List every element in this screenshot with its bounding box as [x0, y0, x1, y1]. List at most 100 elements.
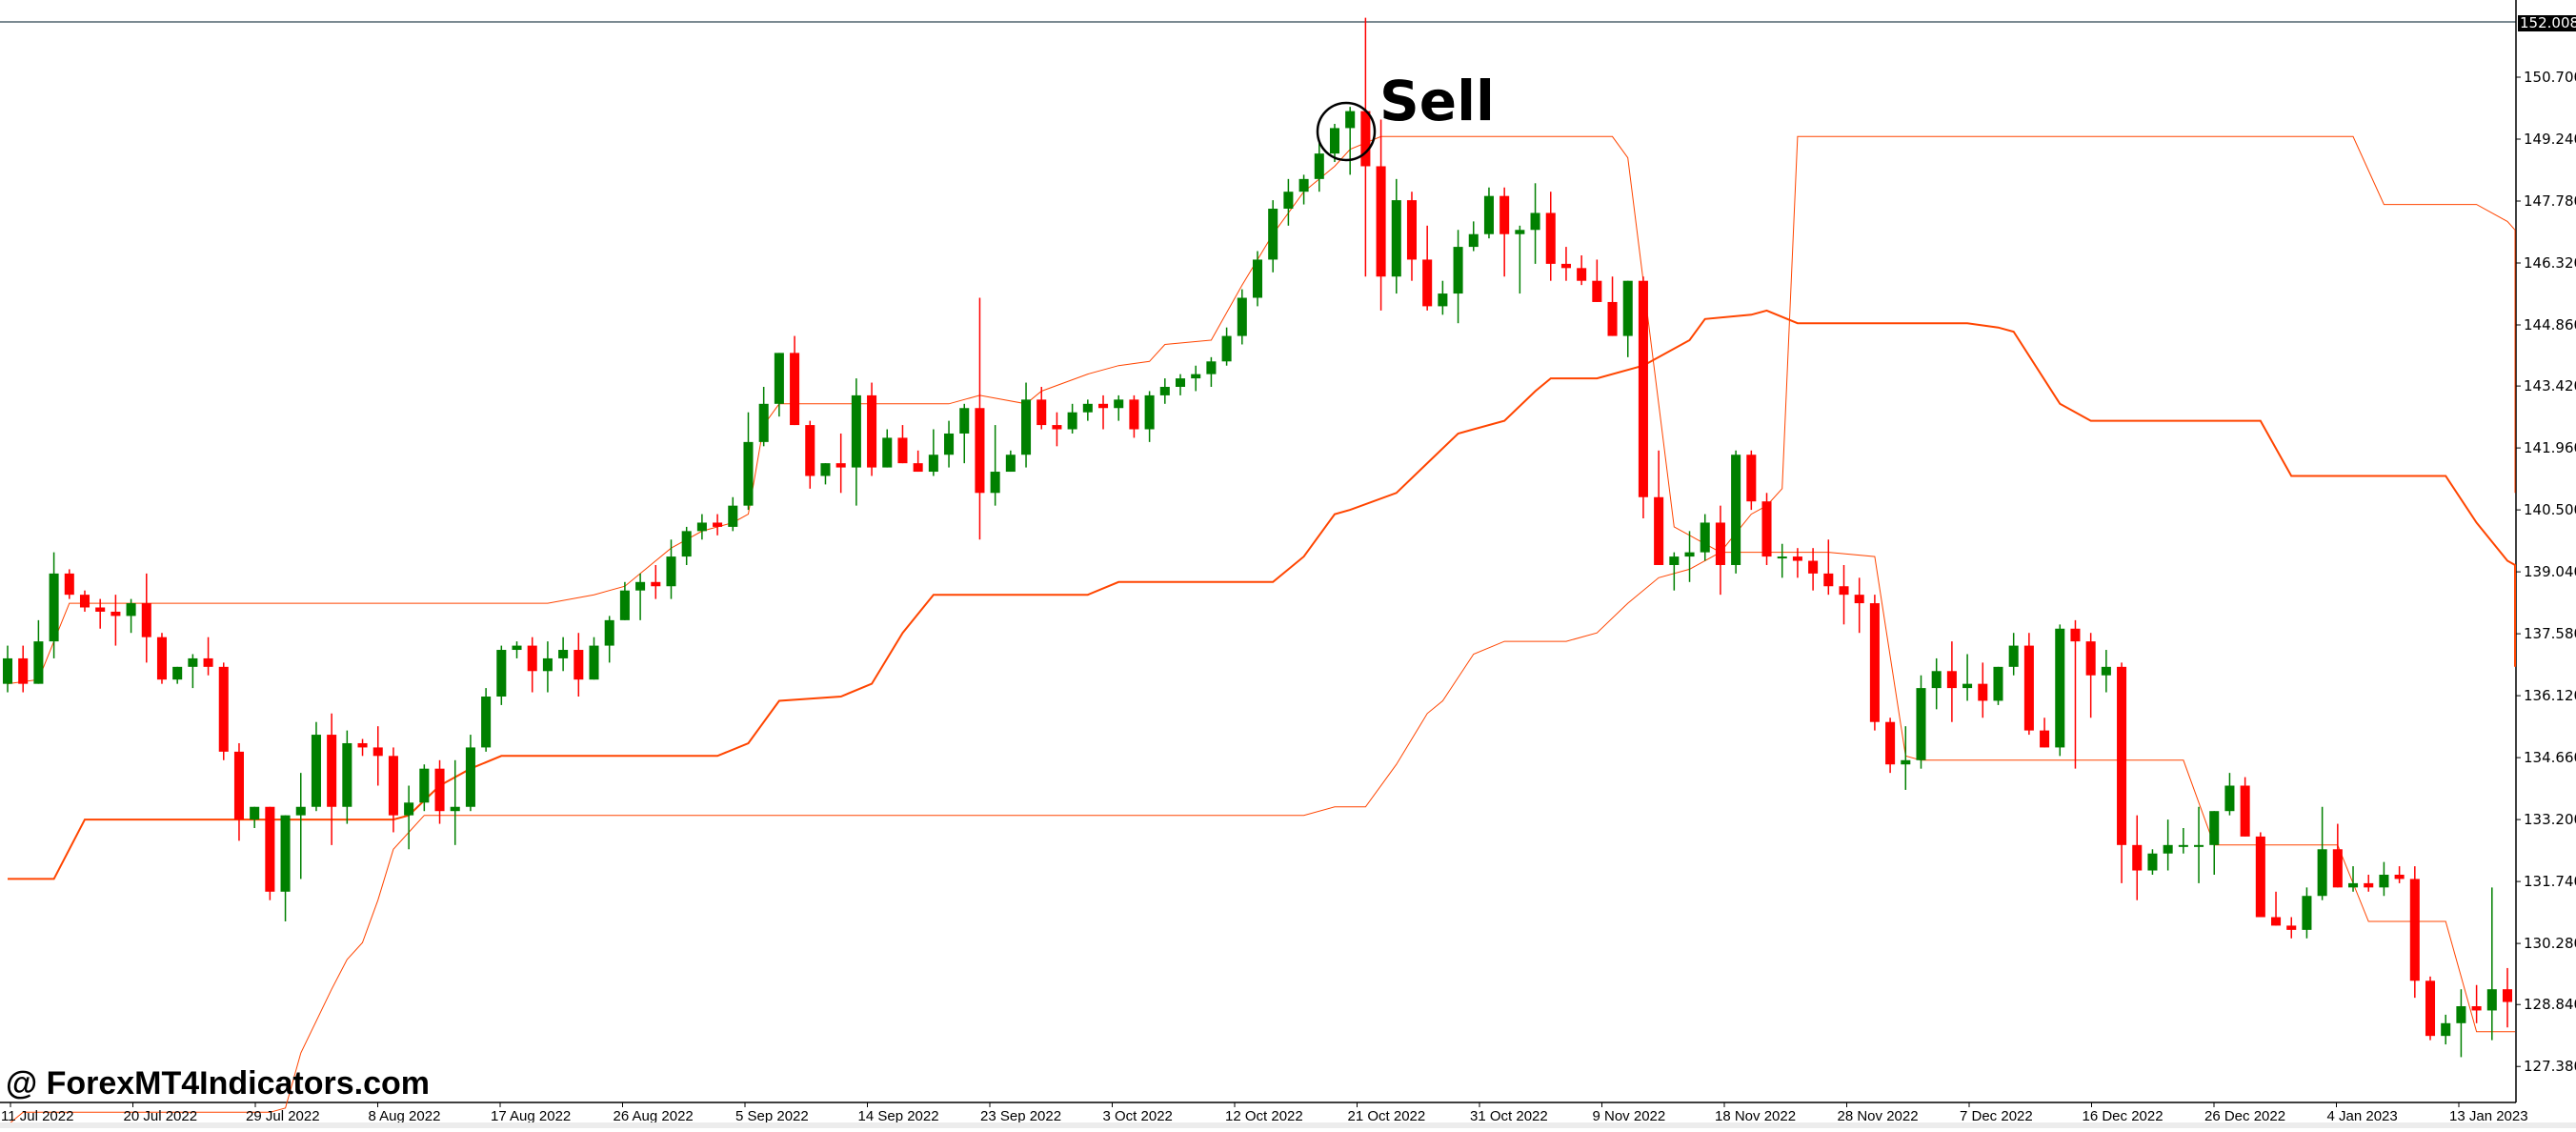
candle [1360, 17, 1371, 277]
candle [2471, 984, 2482, 1023]
candle [481, 688, 492, 752]
candle [758, 387, 769, 447]
candle [1067, 403, 1077, 434]
candle [404, 785, 414, 850]
price-tick-label: 150.700 [2524, 69, 2576, 86]
candle [2425, 976, 2436, 1041]
candle [1731, 450, 1741, 574]
candle [18, 645, 29, 693]
candle [1082, 399, 1093, 421]
candle [2055, 624, 2065, 757]
candle [2, 645, 13, 693]
candle [2364, 874, 2374, 892]
candle [1993, 666, 2003, 705]
candle [1545, 192, 1556, 281]
candle [1376, 119, 1386, 311]
candle [1499, 187, 1510, 277]
status-strip [0, 1122, 2576, 1128]
date-tick-label: 23 Sep 2022 [980, 1108, 1061, 1124]
candle [990, 425, 1000, 506]
candle [1268, 200, 1278, 273]
candle [1654, 450, 1664, 565]
candle [2286, 917, 2297, 939]
candle [1129, 394, 1139, 438]
price-tick-label: 136.120 [2524, 687, 2576, 704]
price-tick-label: 128.840 [2524, 996, 2576, 1013]
date-tick-label: 17 Aug 2022 [491, 1108, 571, 1124]
candle [1839, 564, 1849, 625]
candle [156, 633, 167, 684]
candle [2302, 887, 2312, 939]
candle [2023, 633, 2034, 736]
candle [1406, 192, 1417, 281]
candle [635, 573, 646, 620]
candle [1700, 514, 1710, 561]
candle [2502, 967, 2513, 1028]
candle [2085, 633, 2096, 718]
candle [327, 713, 337, 845]
candle [1761, 493, 1772, 565]
candle [1453, 230, 1463, 324]
candle [1962, 654, 1973, 701]
candle [558, 637, 569, 672]
candle [1607, 276, 1618, 336]
candle [295, 773, 306, 879]
candle [126, 598, 136, 634]
candle [203, 637, 213, 676]
candle [1577, 254, 1587, 286]
medium-line [8, 309, 2516, 880]
candle [280, 815, 291, 921]
date-tick-label: 26 Aug 2022 [614, 1108, 694, 1124]
price-tick-label: 139.040 [2524, 563, 2576, 580]
date-tick-label: 5 Sep 2022 [735, 1108, 809, 1124]
candle [2456, 989, 2466, 1058]
candle [1530, 183, 1540, 264]
candle [743, 412, 754, 511]
candle [1005, 450, 1016, 473]
candle [882, 429, 893, 468]
candle [1175, 374, 1186, 395]
candle [713, 514, 723, 536]
candle [1191, 365, 1201, 392]
candle [1438, 280, 1448, 315]
date-tick-label: 31 Oct 2022 [1470, 1108, 1548, 1124]
candle [1885, 718, 1896, 774]
candle [1560, 247, 1571, 281]
candle [1777, 543, 1787, 578]
candle [975, 297, 985, 540]
slow-line [7, 135, 2516, 1126]
candle [1946, 641, 1957, 722]
date-tick-label: 12 Oct 2022 [1225, 1108, 1303, 1124]
candle [1036, 387, 1047, 430]
candle [1144, 391, 1155, 442]
candle [1808, 548, 1819, 591]
candle [805, 420, 815, 489]
candle [512, 641, 522, 658]
candle [172, 666, 183, 684]
date-tick-label: 20 Jul 2022 [124, 1108, 198, 1124]
price-tick-label: 130.280 [2524, 935, 2576, 952]
candle [49, 552, 59, 658]
date-tick-label: 16 Dec 2022 [2083, 1108, 2163, 1124]
candle [342, 730, 352, 824]
date-tick-label: 7 Dec 2022 [1960, 1108, 2033, 1124]
candle [2255, 832, 2265, 918]
candle [1422, 225, 1433, 311]
candle [1345, 107, 1356, 175]
candle [1114, 394, 1124, 421]
watermark-text: @ ForexMT4Indicators.com [6, 1065, 431, 1102]
price-axis[interactable]: 150.700 149.240 147.780 146.320 144.860 143.4… [2516, 69, 2576, 1075]
candle [1978, 662, 1988, 718]
candle [2178, 828, 2188, 854]
candle [2209, 811, 2220, 875]
candle [2117, 662, 2127, 883]
candle [959, 403, 970, 464]
candle [1221, 327, 1232, 366]
candle [2271, 891, 2282, 926]
time-axis[interactable]: 11 Jul 2022 20 Jul 2022 29 Jul 2022 8 Aug 2… [1, 1102, 2528, 1124]
price-tick-label: 131.740 [2524, 873, 2576, 890]
candle [1638, 276, 1648, 519]
candle [79, 590, 91, 612]
